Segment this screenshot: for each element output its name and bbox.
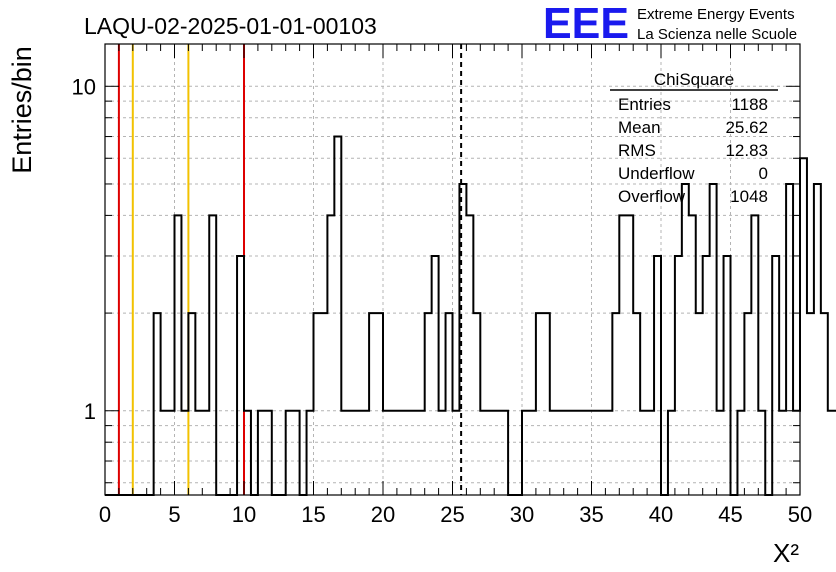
eee-logo: EEE bbox=[543, 0, 629, 48]
x-tick-label: 40 bbox=[649, 502, 673, 527]
x-tick-label: 45 bbox=[718, 502, 742, 527]
x-tick-label: 30 bbox=[510, 502, 534, 527]
brand-line-1: Extreme Energy Events bbox=[637, 6, 795, 23]
stats-box: ChiSquare Entries 1188 Mean 25.62 RMS 12… bbox=[610, 70, 778, 206]
x-tick-label: 5 bbox=[168, 502, 180, 527]
stats-value-underflow: 0 bbox=[759, 164, 768, 183]
x-tick-label: 20 bbox=[371, 502, 395, 527]
stats-value-entries: 1188 bbox=[731, 95, 768, 114]
stats-value-rms: 12.83 bbox=[725, 141, 768, 160]
y-tick-label: 10 bbox=[72, 74, 96, 99]
eee-branding: EEE Extreme Energy Events La Scienza nel… bbox=[543, 0, 797, 48]
y-tick-label: 1 bbox=[84, 399, 96, 424]
x-tick-label: 50 bbox=[788, 502, 812, 527]
stats-value-mean: 25.62 bbox=[725, 118, 768, 137]
stats-label-entries: Entries bbox=[618, 95, 671, 114]
histogram bbox=[105, 135, 836, 496]
stats-label-underflow: Underflow bbox=[618, 164, 695, 183]
stats-label-overflow: Overflow bbox=[618, 187, 686, 206]
marker-lines bbox=[117, 44, 463, 495]
chart-title: LAQU-02-2025-01-01-00103 bbox=[84, 13, 377, 39]
x-tick-label: 15 bbox=[301, 502, 325, 527]
x-tick-label: 10 bbox=[232, 502, 256, 527]
brand-line-2: La Scienza nelle Scuole bbox=[637, 26, 797, 43]
x-tick-label: 25 bbox=[440, 502, 464, 527]
x-axis-label: X² bbox=[773, 538, 799, 568]
y-axis-label: Entries/bin bbox=[7, 46, 37, 174]
axes: 0 5 10 15 20 25 30 35 40 45 50 1 10 bbox=[72, 44, 812, 527]
histogram-outline bbox=[105, 135, 836, 496]
x-tick-label: 35 bbox=[579, 502, 603, 527]
stats-title: ChiSquare bbox=[654, 70, 734, 89]
stats-label-mean: Mean bbox=[618, 118, 661, 137]
x-tick-label: 0 bbox=[99, 502, 111, 527]
grid bbox=[105, 44, 800, 495]
stats-label-rms: RMS bbox=[618, 141, 656, 160]
stats-value-overflow: 1048 bbox=[730, 187, 768, 206]
